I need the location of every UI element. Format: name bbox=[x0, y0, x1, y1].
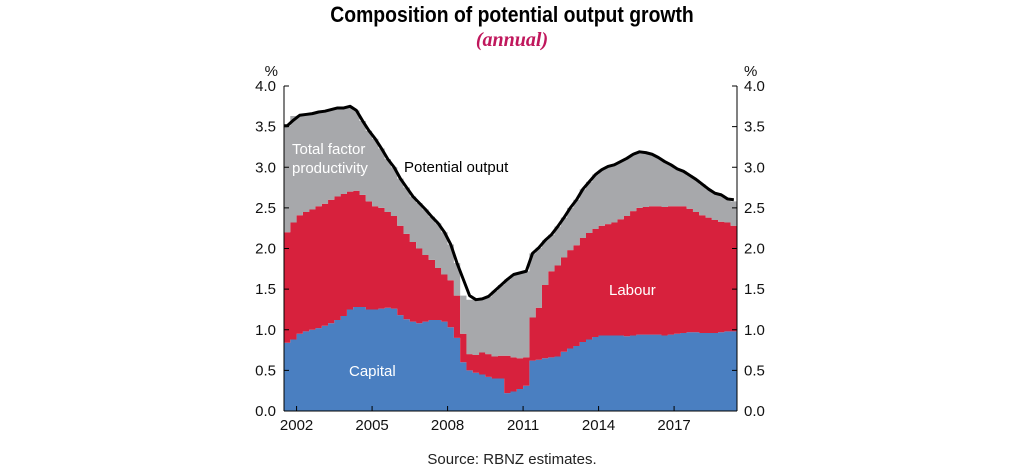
right-y-tick-label: 1.5 bbox=[744, 281, 765, 298]
left-y-tick-label: 2.5 bbox=[255, 200, 276, 217]
right-y-tick-label: 3.5 bbox=[744, 119, 765, 136]
labour-label: Labour bbox=[609, 282, 656, 299]
right-y-tick-label: 4.0 bbox=[744, 78, 765, 95]
chart-title: Composition of potential output growth bbox=[330, 2, 694, 27]
area-layer bbox=[284, 106, 737, 411]
left-y-tick-label: 0.5 bbox=[255, 362, 276, 379]
left-y-tick-label: 0.0 bbox=[255, 403, 276, 420]
labour-area bbox=[284, 190, 737, 394]
right-axis-unit: % bbox=[744, 63, 757, 80]
left-y-tick-label: 4.0 bbox=[255, 78, 276, 95]
left-axis-unit: % bbox=[265, 63, 278, 80]
x-tick-label: 2008 bbox=[431, 417, 464, 434]
x-tick-label: 2011 bbox=[507, 417, 539, 434]
left-y-tick-label: 3.0 bbox=[255, 159, 276, 176]
right-y-tick-label: 2.0 bbox=[744, 241, 765, 258]
left-y-tick-label: 1.5 bbox=[255, 281, 276, 298]
tfp-label: Total factor productivity bbox=[292, 141, 370, 177]
left-y-tick-label: 3.5 bbox=[255, 119, 276, 136]
potential-output-line bbox=[284, 104, 735, 302]
source-note: Source: RBNZ estimates. bbox=[427, 451, 597, 468]
annotation-layer: Total factor productivity Potential outp… bbox=[292, 141, 656, 380]
chart-subtitle: (annual) bbox=[475, 29, 549, 51]
tfp-area bbox=[284, 106, 737, 359]
tfp-label-line2: productivity bbox=[292, 160, 368, 177]
x-tick-label: 2005 bbox=[355, 417, 388, 434]
x-tick-label: 2014 bbox=[582, 417, 615, 434]
line-layer bbox=[284, 104, 735, 302]
capital-area bbox=[284, 307, 737, 411]
left-y-tick-label: 1.0 bbox=[255, 322, 276, 339]
x-tick-label: 2017 bbox=[657, 417, 690, 434]
x-tick-label: 2002 bbox=[280, 417, 313, 434]
right-y-tick-label: 2.5 bbox=[744, 200, 765, 217]
right-y-tick-label: 3.0 bbox=[744, 159, 765, 176]
right-y-tick-label: 0.0 bbox=[744, 403, 765, 420]
right-y-tick-label: 0.5 bbox=[744, 362, 765, 379]
potential-output-label: Potential output bbox=[404, 159, 509, 176]
right-y-tick-label: 1.0 bbox=[744, 322, 765, 339]
tfp-label-line1: Total factor bbox=[292, 141, 365, 158]
left-y-tick-label: 2.0 bbox=[255, 241, 276, 258]
tick-layer: 0.0 0.0 0.5 0.5 1.0 1.0 1.5 1.5 2.0 2.0 2.5 2.5 3.0 3… bbox=[255, 78, 765, 434]
capital-label: Capital bbox=[349, 363, 396, 380]
